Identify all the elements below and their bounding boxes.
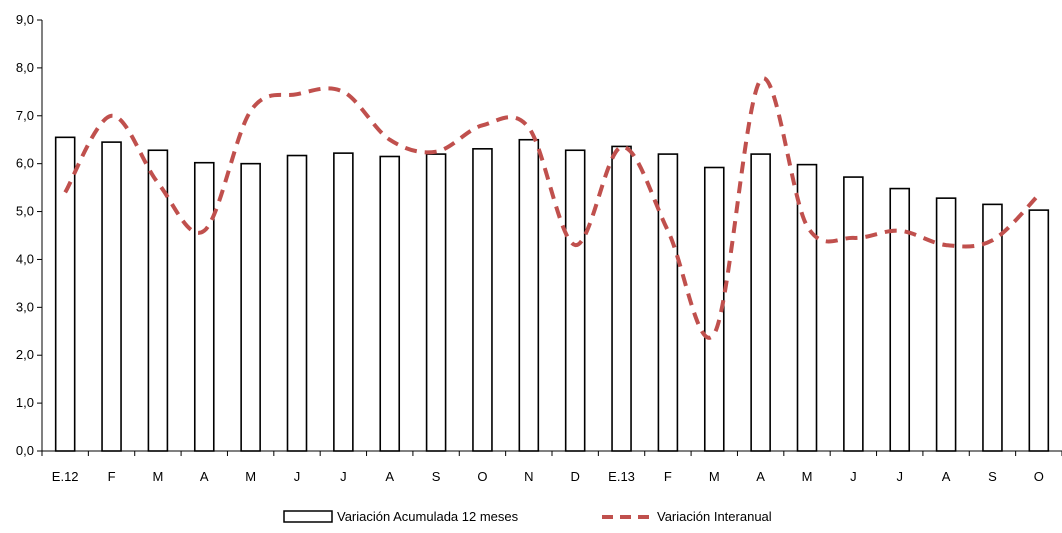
- x-tick-label: M: [802, 469, 813, 484]
- x-tick-label: E.12: [52, 469, 79, 484]
- x-tick-label: S: [432, 469, 441, 484]
- legend-swatch-bar: [283, 510, 333, 523]
- bar: [54, 136, 76, 452]
- y-tick-label: 8,0: [16, 60, 34, 75]
- x-tick-label: F: [664, 469, 672, 484]
- legend-label-bar: Variación Acumulada 12 meses: [337, 509, 519, 524]
- x-tick-label: J: [896, 469, 903, 484]
- y-tick-label: 1,0: [16, 395, 34, 410]
- x-tick-label: A: [200, 469, 209, 484]
- x-tick-label: O: [477, 469, 487, 484]
- x-tick-label: A: [385, 469, 394, 484]
- bar: [147, 149, 169, 452]
- bar: [333, 152, 354, 452]
- legend: Variación Acumulada 12 meses Variación I…: [283, 509, 772, 524]
- bar: [286, 154, 308, 452]
- x-tick-label: D: [570, 469, 579, 484]
- legend-label-line: Variación Interanual: [657, 509, 772, 524]
- y-tick-label: 6,0: [16, 156, 34, 171]
- interanual-line: [63, 76, 1041, 340]
- bar: [101, 141, 122, 452]
- bar: [935, 197, 957, 452]
- bar: [240, 162, 261, 452]
- x-tick-label: A: [942, 469, 951, 484]
- bar: [703, 166, 725, 452]
- y-tick-label: 5,0: [16, 204, 34, 219]
- line-series: [63, 76, 1041, 340]
- x-tick-label: N: [524, 469, 533, 484]
- x-tick-label: M: [245, 469, 256, 484]
- x-tick-label: J: [340, 469, 347, 484]
- bar-series: [54, 136, 1050, 452]
- bar: [425, 153, 447, 452]
- x-tick-label: M: [152, 469, 163, 484]
- bar: [193, 161, 215, 452]
- y-tick-label: 7,0: [16, 108, 34, 123]
- bar: [982, 203, 1003, 452]
- y-tick-label: 3,0: [16, 299, 34, 314]
- x-tick-label: O: [1034, 469, 1044, 484]
- bar: [564, 149, 586, 452]
- bar: [1028, 209, 1050, 452]
- x-tick-label: E.13: [608, 469, 635, 484]
- bar: [379, 155, 401, 452]
- x-tick-label: A: [756, 469, 765, 484]
- bar: [843, 176, 864, 452]
- y-tick-label: 4,0: [16, 251, 34, 266]
- x-tick-label: M: [709, 469, 720, 484]
- y-axis: 0,0 1,0 2,0 3,0 4,0 5,0 6,0 7,0 8,0 9,0: [16, 12, 43, 458]
- x-tick-label: J: [850, 469, 857, 484]
- bar: [472, 148, 493, 452]
- x-axis: E.12 F M A M J J A S O N D E.13 F M A M J J A S O: [41, 450, 1062, 484]
- bar: [750, 153, 771, 452]
- y-tick-label: 9,0: [16, 12, 34, 27]
- bar: [889, 187, 911, 452]
- y-tick-label: 2,0: [16, 347, 34, 362]
- bar: [518, 138, 540, 452]
- bar: [796, 163, 818, 452]
- y-tick-label: 0,0: [16, 443, 34, 458]
- bar: [611, 145, 632, 452]
- x-tick-label: F: [108, 469, 116, 484]
- x-tick-label: J: [294, 469, 301, 484]
- x-tick-label: S: [988, 469, 997, 484]
- bar: [657, 153, 679, 452]
